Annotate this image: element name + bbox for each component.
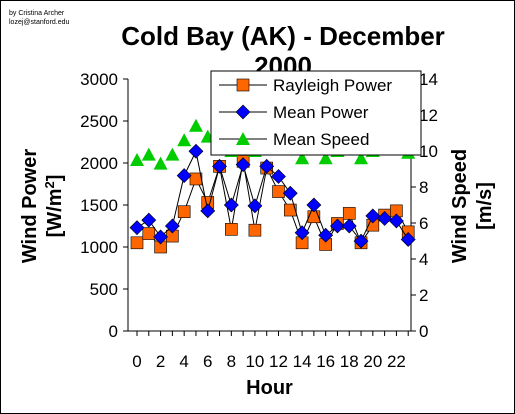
series-3-point [177, 133, 192, 147]
series-2-point [141, 212, 157, 228]
series-1-point [142, 227, 156, 240]
y-left-tick-label: 2000 [80, 154, 118, 173]
x-tick-label: 20 [363, 352, 382, 371]
y-axis-left-label-line-1: Wind Power [19, 149, 41, 263]
series-3-point [130, 153, 144, 166]
y-right-tick-label: 14 [419, 70, 438, 89]
credit-line-2: lozej@stanford.edu [9, 19, 70, 26]
y-left-tick-label: 1000 [80, 238, 118, 257]
series-3-point [188, 118, 203, 132]
x-tick-label: 18 [340, 352, 359, 371]
x-tick-label: 8 [227, 352, 236, 371]
chart-title-line-1: Cold Bay (AK) - December [121, 21, 445, 51]
series-1-point [342, 207, 356, 220]
series-2-point [353, 233, 369, 249]
y-right-tick-label: 10 [419, 142, 438, 161]
series-2-point [388, 213, 404, 229]
x-tick-label: 0 [132, 352, 141, 371]
series-3-point [153, 156, 168, 170]
y-left-tick-label: 3000 [80, 70, 118, 89]
series-1-point [225, 223, 238, 236]
y-right-tick-label: 0 [419, 322, 428, 341]
legend-marker-1 [236, 78, 250, 92]
series-2-point [164, 218, 180, 234]
series-1-point [130, 236, 144, 250]
series-3-point [318, 151, 333, 165]
series-1-point [189, 172, 203, 186]
y-left-tick-label: 0 [109, 322, 118, 341]
series-2-point [176, 168, 192, 184]
legend: Rayleigh Power Mean Power Mean Speed [210, 70, 422, 156]
series-2-point [306, 197, 322, 213]
series-2-point [377, 211, 393, 226]
x-tick-label: 12 [269, 352, 288, 371]
y-axis-right-label-line-1: Wind Speed [449, 149, 471, 263]
x-axis-label: Hour [246, 377, 293, 399]
y-right-tick-label: 2 [419, 286, 428, 305]
x-tick-label: 22 [387, 352, 406, 371]
x-tick-label: 16 [316, 352, 335, 371]
credit-line-1: by Cristina Archer [9, 10, 65, 17]
series-2-point [330, 218, 345, 234]
series-2-point [188, 143, 204, 159]
series-1-point [177, 205, 191, 219]
series-2-point [235, 157, 251, 173]
series-1-point [248, 223, 262, 237]
x-tick-label: 2 [156, 352, 165, 371]
series-2-point [153, 229, 169, 245]
series-2-point [282, 185, 298, 201]
y-right-tick-label: 6 [419, 214, 428, 233]
x-tick-label: 4 [179, 352, 188, 371]
y-left-tick-label: 2500 [80, 112, 118, 131]
y-axis-left-label-line-2: [W/m2] [42, 175, 67, 238]
x-tick-label: 14 [293, 352, 312, 371]
series-1-point [283, 203, 297, 217]
y-right-tick-label: 8 [419, 178, 428, 197]
y-right-tick-label: 12 [419, 106, 438, 125]
series-2-point [341, 218, 357, 234]
x-tick-label: 10 [245, 352, 264, 371]
legend-marker-3 [236, 132, 250, 145]
series-1-point [272, 185, 285, 198]
series-2-point [365, 208, 381, 224]
legend-label-3: Mean Speed [273, 130, 369, 149]
series-3-point [141, 147, 156, 161]
x-tick-label: 6 [203, 352, 212, 371]
y-axis-right-label-line-2: [m/s] [474, 182, 496, 230]
legend-label-1: Rayleigh Power [273, 76, 392, 95]
series-2-point [271, 169, 286, 184]
series-3-point [354, 151, 369, 165]
series-3-point [165, 147, 180, 161]
y-left-tick-label: 1500 [80, 196, 118, 215]
series-2-point [294, 225, 310, 241]
series-2-point [247, 198, 263, 214]
series-2-point [223, 197, 239, 213]
series-2-point [318, 227, 334, 243]
legend-label-2: Mean Power [273, 103, 369, 122]
legend-marker-2 [235, 104, 251, 120]
y-right-tick-label: 4 [419, 250, 428, 269]
y-left-tick-label: 500 [90, 280, 118, 299]
series-3-point [295, 151, 310, 165]
series-2-point [212, 158, 227, 174]
series-2-point [200, 203, 216, 219]
series-2-point [400, 232, 416, 247]
series-2-point [129, 220, 145, 236]
series-2-point [259, 158, 275, 174]
